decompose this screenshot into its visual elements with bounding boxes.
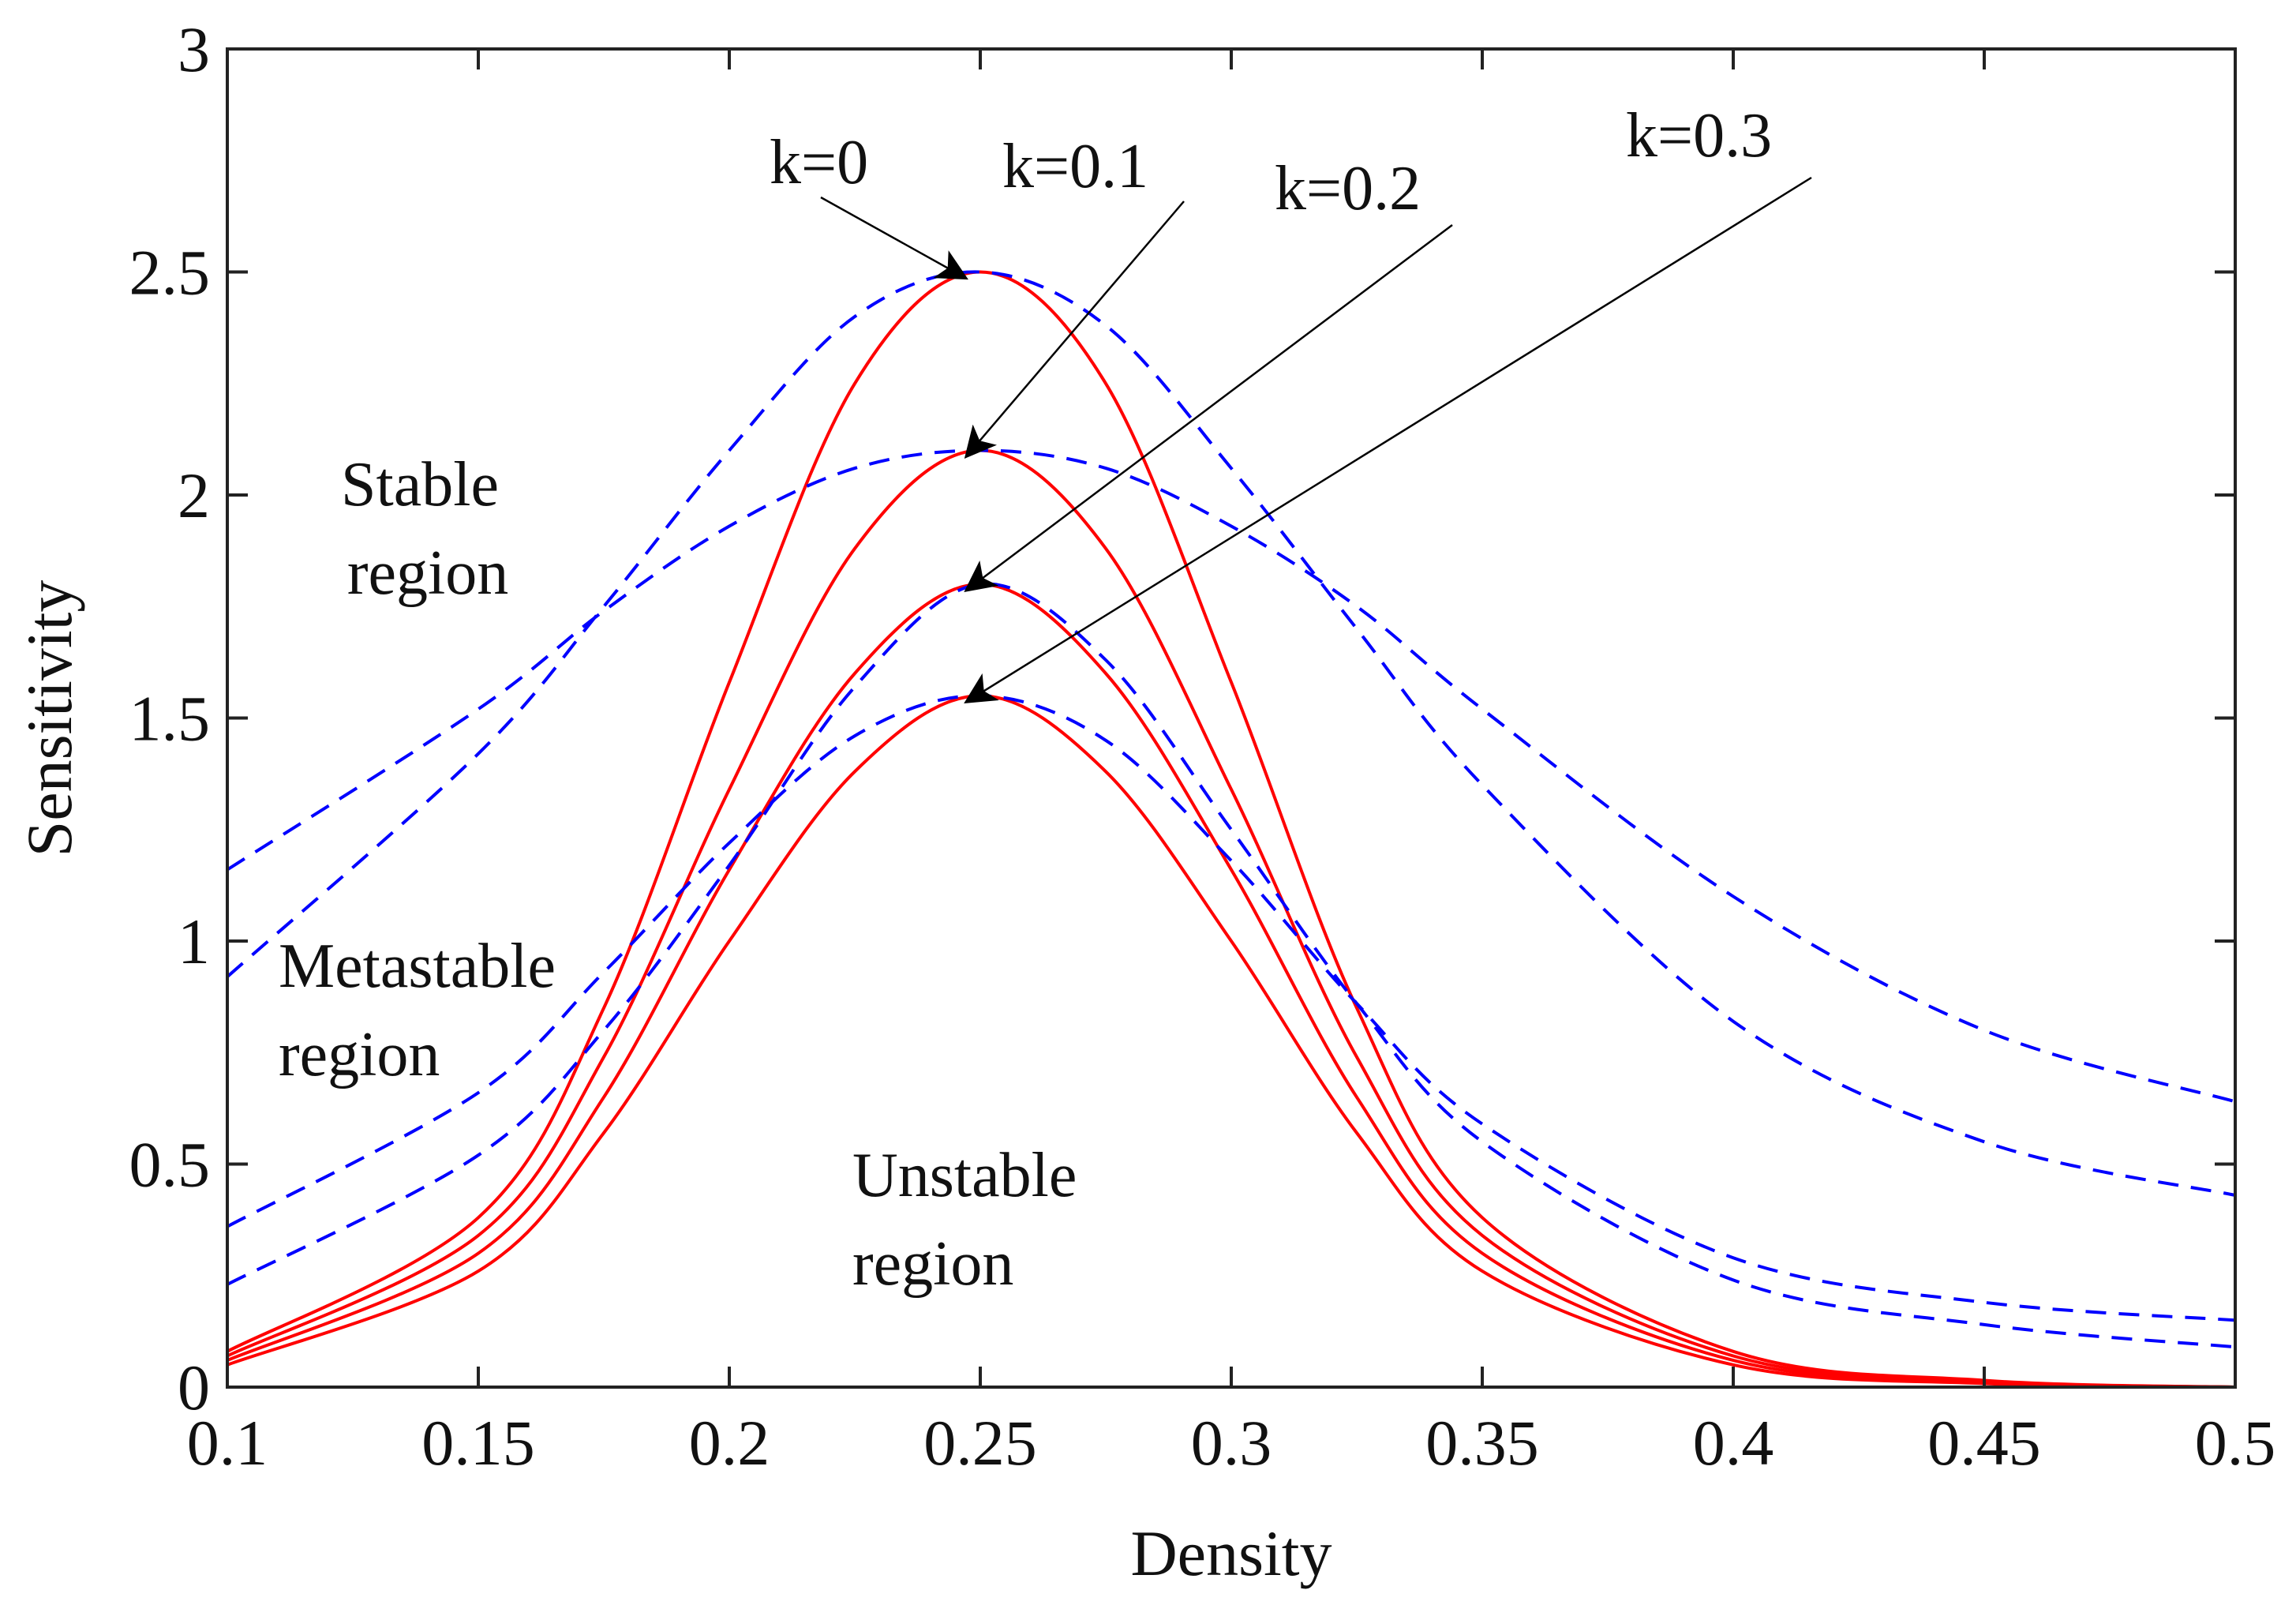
x-tick-label: 0.2: [689, 1407, 770, 1479]
y-axis-label: Sensitivity: [13, 580, 85, 857]
x-tick-label: 0.3: [1191, 1407, 1272, 1479]
series-line-solid-1: [227, 448, 2235, 1387]
y-tick-label: 1.5: [129, 683, 211, 755]
y-tick-label: 0.5: [129, 1129, 211, 1201]
annotation-k0-1: k=0.1: [1002, 132, 1148, 201]
y-tick-label: 2.5: [129, 237, 211, 309]
annotation-arrow-1: [964, 201, 1185, 459]
region-unstable-line1: Unstable: [852, 1141, 1077, 1210]
annotation-k0-2: k=0.2: [1275, 154, 1421, 223]
y-tick-label: 3: [178, 13, 210, 85]
y-tick-label: 0: [178, 1352, 210, 1423]
x-tick-label: 0.4: [1693, 1407, 1774, 1479]
y-tick-label: 1: [178, 906, 210, 977]
x-tick-label: 0.45: [1927, 1407, 2041, 1479]
x-tick-label: 0.25: [923, 1407, 1037, 1479]
region-label-unstable: Unstable region: [852, 1141, 1092, 1299]
x-tick-label: 0.5: [2195, 1407, 2276, 1479]
curves-group: [227, 270, 2235, 1387]
region-stable-line2: region: [347, 538, 508, 608]
annotation-arrows: [820, 176, 1812, 704]
series-line-solid-3: [227, 694, 2235, 1387]
series-line-dashed-1: [227, 448, 2235, 1104]
annotation-arrow-2: [964, 224, 1453, 593]
annotation-k0: k=0: [770, 128, 868, 197]
region-metastable-line2: region: [279, 1020, 440, 1089]
region-label-metastable: Metastable region: [279, 932, 571, 1089]
series-line-dashed-3: [227, 694, 2235, 1322]
annotation-arrow-3: [964, 176, 1812, 704]
axis-ticks: 0.1 0.15 0.2 0.25 0.3 0.35 0.4 0.45 0.5 0 0.5 1 1.5 2…: [129, 13, 2276, 1479]
series-line-dashed-0: [227, 270, 2235, 1197]
region-label-stable: Stable region: [341, 450, 515, 608]
series-line-solid-2: [227, 582, 2235, 1387]
region-stable-line1: Stable: [341, 450, 499, 519]
x-tick-label: 0.1: [187, 1407, 268, 1479]
y-tick-label: 2: [178, 459, 210, 531]
x-tick-label: 0.35: [1425, 1407, 1539, 1479]
region-metastable-line1: Metastable: [279, 932, 556, 1001]
series-line-dashed-2: [227, 582, 2235, 1349]
x-axis-label: Density: [1130, 1517, 1332, 1589]
annotation-arrow-0: [820, 196, 968, 280]
annotation-k0-3: k=0.3: [1626, 101, 1772, 171]
x-tick-label: 0.15: [421, 1407, 535, 1479]
series-line-solid-0: [227, 270, 2235, 1387]
region-unstable-line2: region: [852, 1229, 1013, 1299]
